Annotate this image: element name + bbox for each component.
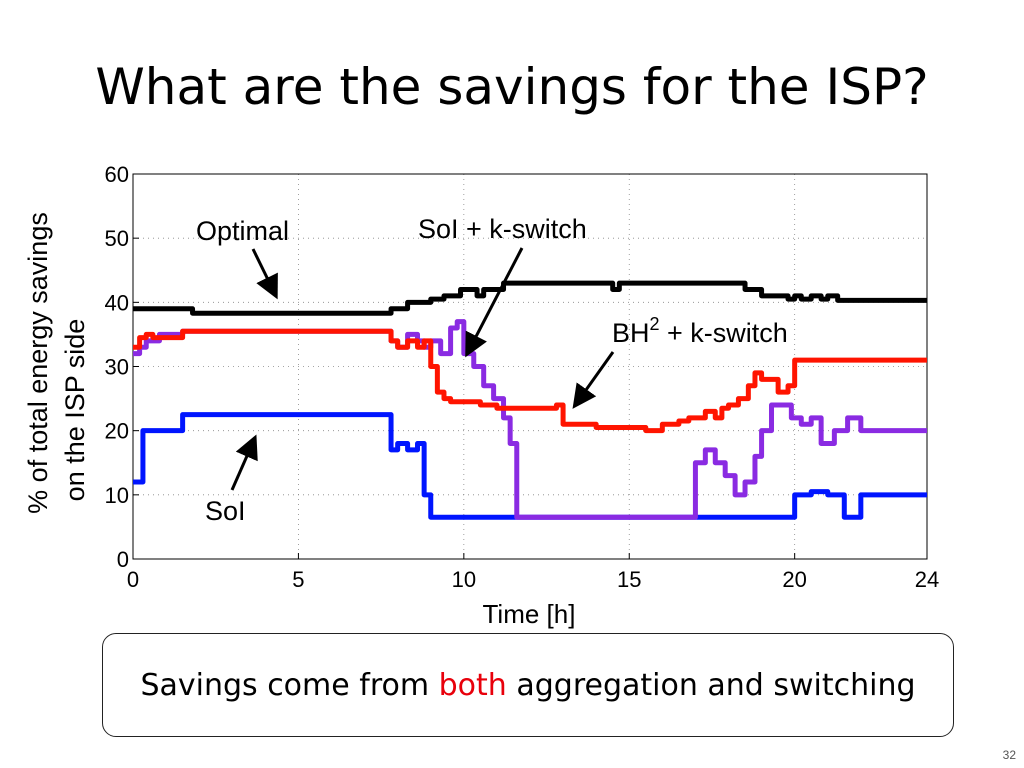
annotation-bh2-k-switch-arrow — [572, 351, 615, 409]
annotation-layer: Optimal SoI + k-switch BH2 + k-switch So… — [196, 214, 788, 526]
callout-suffix: aggregation and switching — [516, 667, 916, 703]
x-tick-label: 10 — [452, 567, 476, 592]
annotation-soi-k-switch: SoI + k-switch — [418, 214, 587, 244]
y-tick-label: 0 — [117, 547, 129, 572]
axis-label-layer: Time [h] % of total energy savings on th… — [23, 212, 575, 629]
annotation-soi: SoI — [205, 496, 246, 526]
callout-emphasis: both — [438, 667, 507, 703]
savings-chart: 0 5 10 15 20 24 0 10 20 30 40 50 60 Time [h] % of to… — [23, 162, 940, 629]
annotation-bh2-superscript: 2 — [650, 314, 660, 334]
callout-prefix: Savings come from — [140, 667, 430, 703]
slide-title: What are the savings for the ISP? — [95, 58, 929, 116]
annotation-bh2-k-switch: BH2 + k-switch — [612, 314, 788, 348]
x-tick-label: 20 — [782, 567, 806, 592]
x-tick-label: 5 — [292, 567, 304, 592]
y-tick-label: 30 — [105, 355, 129, 380]
page-number: 32 — [1002, 748, 1016, 762]
x-tick-label: 0 — [127, 567, 139, 592]
annotation-soi-k-switch-arrow — [465, 247, 524, 358]
series-line-soi-k-switch — [133, 328, 927, 434]
series-line-optimal — [133, 280, 927, 316]
series-line-soi — [133, 412, 927, 520]
callout-box: Savings come from both aggregation and s… — [102, 633, 954, 737]
x-axis-label: Time [h] — [483, 599, 576, 629]
y-axis-label-line-1: % of total energy savings — [23, 212, 53, 514]
y-tick-label: 10 — [105, 483, 129, 508]
y-tick-label: 60 — [105, 162, 129, 187]
y-tick-label: 20 — [105, 419, 129, 444]
ticks-layer: 0 5 10 15 20 24 0 10 20 30 40 50 60 — [105, 162, 940, 592]
annotation-optimal: Optimal — [196, 216, 289, 246]
annotation-optimal-arrow — [251, 248, 278, 300]
y-axis-label-line-2: on the ISP side — [60, 319, 90, 502]
y-tick-label: 40 — [105, 290, 129, 315]
annotation-soi-arrow — [230, 434, 258, 491]
annotation-bh2-base: BH — [612, 318, 650, 348]
series-layer — [133, 280, 927, 520]
x-tick-label: 15 — [617, 567, 641, 592]
annotation-bh2-suffix: + k-switch — [660, 318, 788, 348]
x-tick-label: 24 — [915, 567, 939, 592]
series-line-bh-k-switch — [133, 319, 927, 520]
y-tick-label: 50 — [105, 226, 129, 251]
